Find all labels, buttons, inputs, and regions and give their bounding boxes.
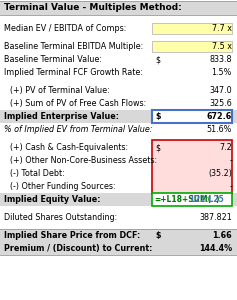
Text: Premium / (Discount) to Current:: Premium / (Discount) to Current: bbox=[4, 244, 152, 253]
Text: Implied Terminal FCF Growth Rate:: Implied Terminal FCF Growth Rate: bbox=[4, 68, 143, 77]
Text: =+L18+SUM(: =+L18+SUM( bbox=[154, 195, 211, 204]
Text: 7.2: 7.2 bbox=[219, 143, 232, 152]
Text: Diluted Shares Outstanding:: Diluted Shares Outstanding: bbox=[4, 213, 117, 222]
Bar bbox=[152, 23, 232, 34]
Text: (+) PV of Terminal Value:: (+) PV of Terminal Value: bbox=[10, 86, 110, 95]
Text: 1.5%: 1.5% bbox=[212, 68, 232, 77]
Bar bbox=[152, 193, 232, 206]
Text: Baseline Terminal Value:: Baseline Terminal Value: bbox=[4, 55, 102, 64]
Text: Terminal Value - Multiples Method:: Terminal Value - Multiples Method: bbox=[4, 4, 182, 13]
Bar bbox=[0, 193, 237, 206]
Bar bbox=[152, 41, 232, 52]
Bar bbox=[152, 110, 232, 123]
Text: % of Implied EV from Terminal Value:: % of Implied EV from Terminal Value: bbox=[4, 125, 152, 134]
Text: (+) Sum of PV of Free Cash Flows:: (+) Sum of PV of Free Cash Flows: bbox=[10, 99, 146, 108]
Bar bbox=[152, 140, 232, 194]
Text: 672.6: 672.6 bbox=[207, 112, 232, 121]
Text: -: - bbox=[229, 156, 232, 165]
Text: 51.6%: 51.6% bbox=[207, 125, 232, 134]
Bar bbox=[0, 110, 237, 123]
Text: 1.66: 1.66 bbox=[212, 231, 232, 240]
Text: 7.5 x: 7.5 x bbox=[212, 42, 232, 51]
Text: (+) Cash & Cash-Equivalents:: (+) Cash & Cash-Equivalents: bbox=[10, 143, 128, 152]
Text: ): ) bbox=[215, 195, 219, 204]
Text: Implied Share Price from DCF:: Implied Share Price from DCF: bbox=[4, 231, 140, 240]
Bar bbox=[0, 1, 237, 15]
Text: 347.0: 347.0 bbox=[209, 86, 232, 95]
Text: Median EV / EBITDA of Comps:: Median EV / EBITDA of Comps: bbox=[4, 24, 126, 33]
Text: $: $ bbox=[155, 55, 160, 64]
Text: (-) Total Debt:: (-) Total Debt: bbox=[10, 169, 65, 178]
Text: 7.7 x: 7.7 x bbox=[212, 24, 232, 33]
Text: Baseline Terminal EBITDA Multiple:: Baseline Terminal EBITDA Multiple: bbox=[4, 42, 143, 51]
Text: (+) Other Non-Core-Business Assets:: (+) Other Non-Core-Business Assets: bbox=[10, 156, 157, 165]
Text: Implied Equity Value:: Implied Equity Value: bbox=[4, 195, 100, 204]
Text: Implied Enterprise Value:: Implied Enterprise Value: bbox=[4, 112, 119, 121]
Text: -: - bbox=[229, 182, 232, 191]
Text: $: $ bbox=[155, 143, 160, 152]
Bar bbox=[0, 229, 237, 242]
Text: L22:L25: L22:L25 bbox=[190, 195, 224, 204]
Text: 833.8: 833.8 bbox=[210, 55, 232, 64]
Text: $: $ bbox=[155, 231, 160, 240]
Text: 144.4%: 144.4% bbox=[199, 244, 232, 253]
Text: 325.6: 325.6 bbox=[209, 99, 232, 108]
Text: (35.2): (35.2) bbox=[208, 169, 232, 178]
Text: (-) Other Funding Sources:: (-) Other Funding Sources: bbox=[10, 182, 116, 191]
Text: 387.821: 387.821 bbox=[199, 213, 232, 222]
Text: $: $ bbox=[155, 112, 160, 121]
Bar bbox=[0, 242, 237, 255]
